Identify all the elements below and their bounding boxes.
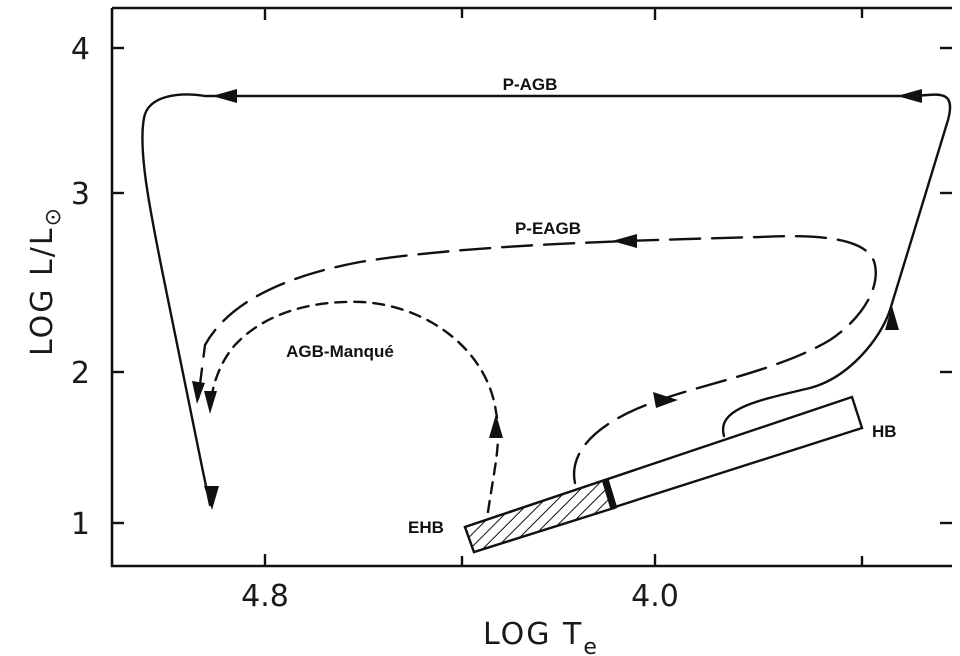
y-ticks (112, 46, 952, 525)
ehb-boundary (601, 477, 618, 511)
ehb-label: EHB (408, 518, 444, 537)
pagb-arrow-up (885, 306, 899, 330)
pagb-arrow-left (212, 89, 237, 103)
ehb-region (463, 478, 616, 554)
hb-label: HB (872, 422, 897, 441)
x-axis-title: LOG Te (483, 617, 599, 656)
x-tick-label: 4.0 (631, 579, 679, 614)
y-tick-label: 3 (71, 177, 90, 212)
pagb-label: P-AGB (503, 75, 558, 94)
y-tick-label: 4 (71, 32, 90, 67)
agb-manque-label: AGB-Manqué (286, 342, 394, 361)
peagb-arrow-right (653, 392, 678, 408)
agb-manque-arrow-down (204, 391, 217, 414)
pagb-track (141, 93, 952, 507)
x-ticks (263, 8, 864, 566)
agb-manque-track (208, 300, 500, 514)
y-tick-label: 1 (71, 507, 90, 542)
agb-manque-arrow-up (489, 414, 503, 438)
x-tick-label: 4.8 (241, 579, 289, 614)
peagb-arrow-down (192, 381, 205, 404)
peagb-label: P-EAGB (515, 219, 581, 238)
y-axis-title: LOG L/L⊙ (25, 206, 66, 356)
peagb-track (196, 234, 877, 485)
pagb-arrow-down (204, 486, 219, 510)
pagb-arrow-right (897, 89, 922, 103)
peagb-arrow-left (612, 234, 637, 248)
y-tick-label: 2 (71, 356, 90, 391)
